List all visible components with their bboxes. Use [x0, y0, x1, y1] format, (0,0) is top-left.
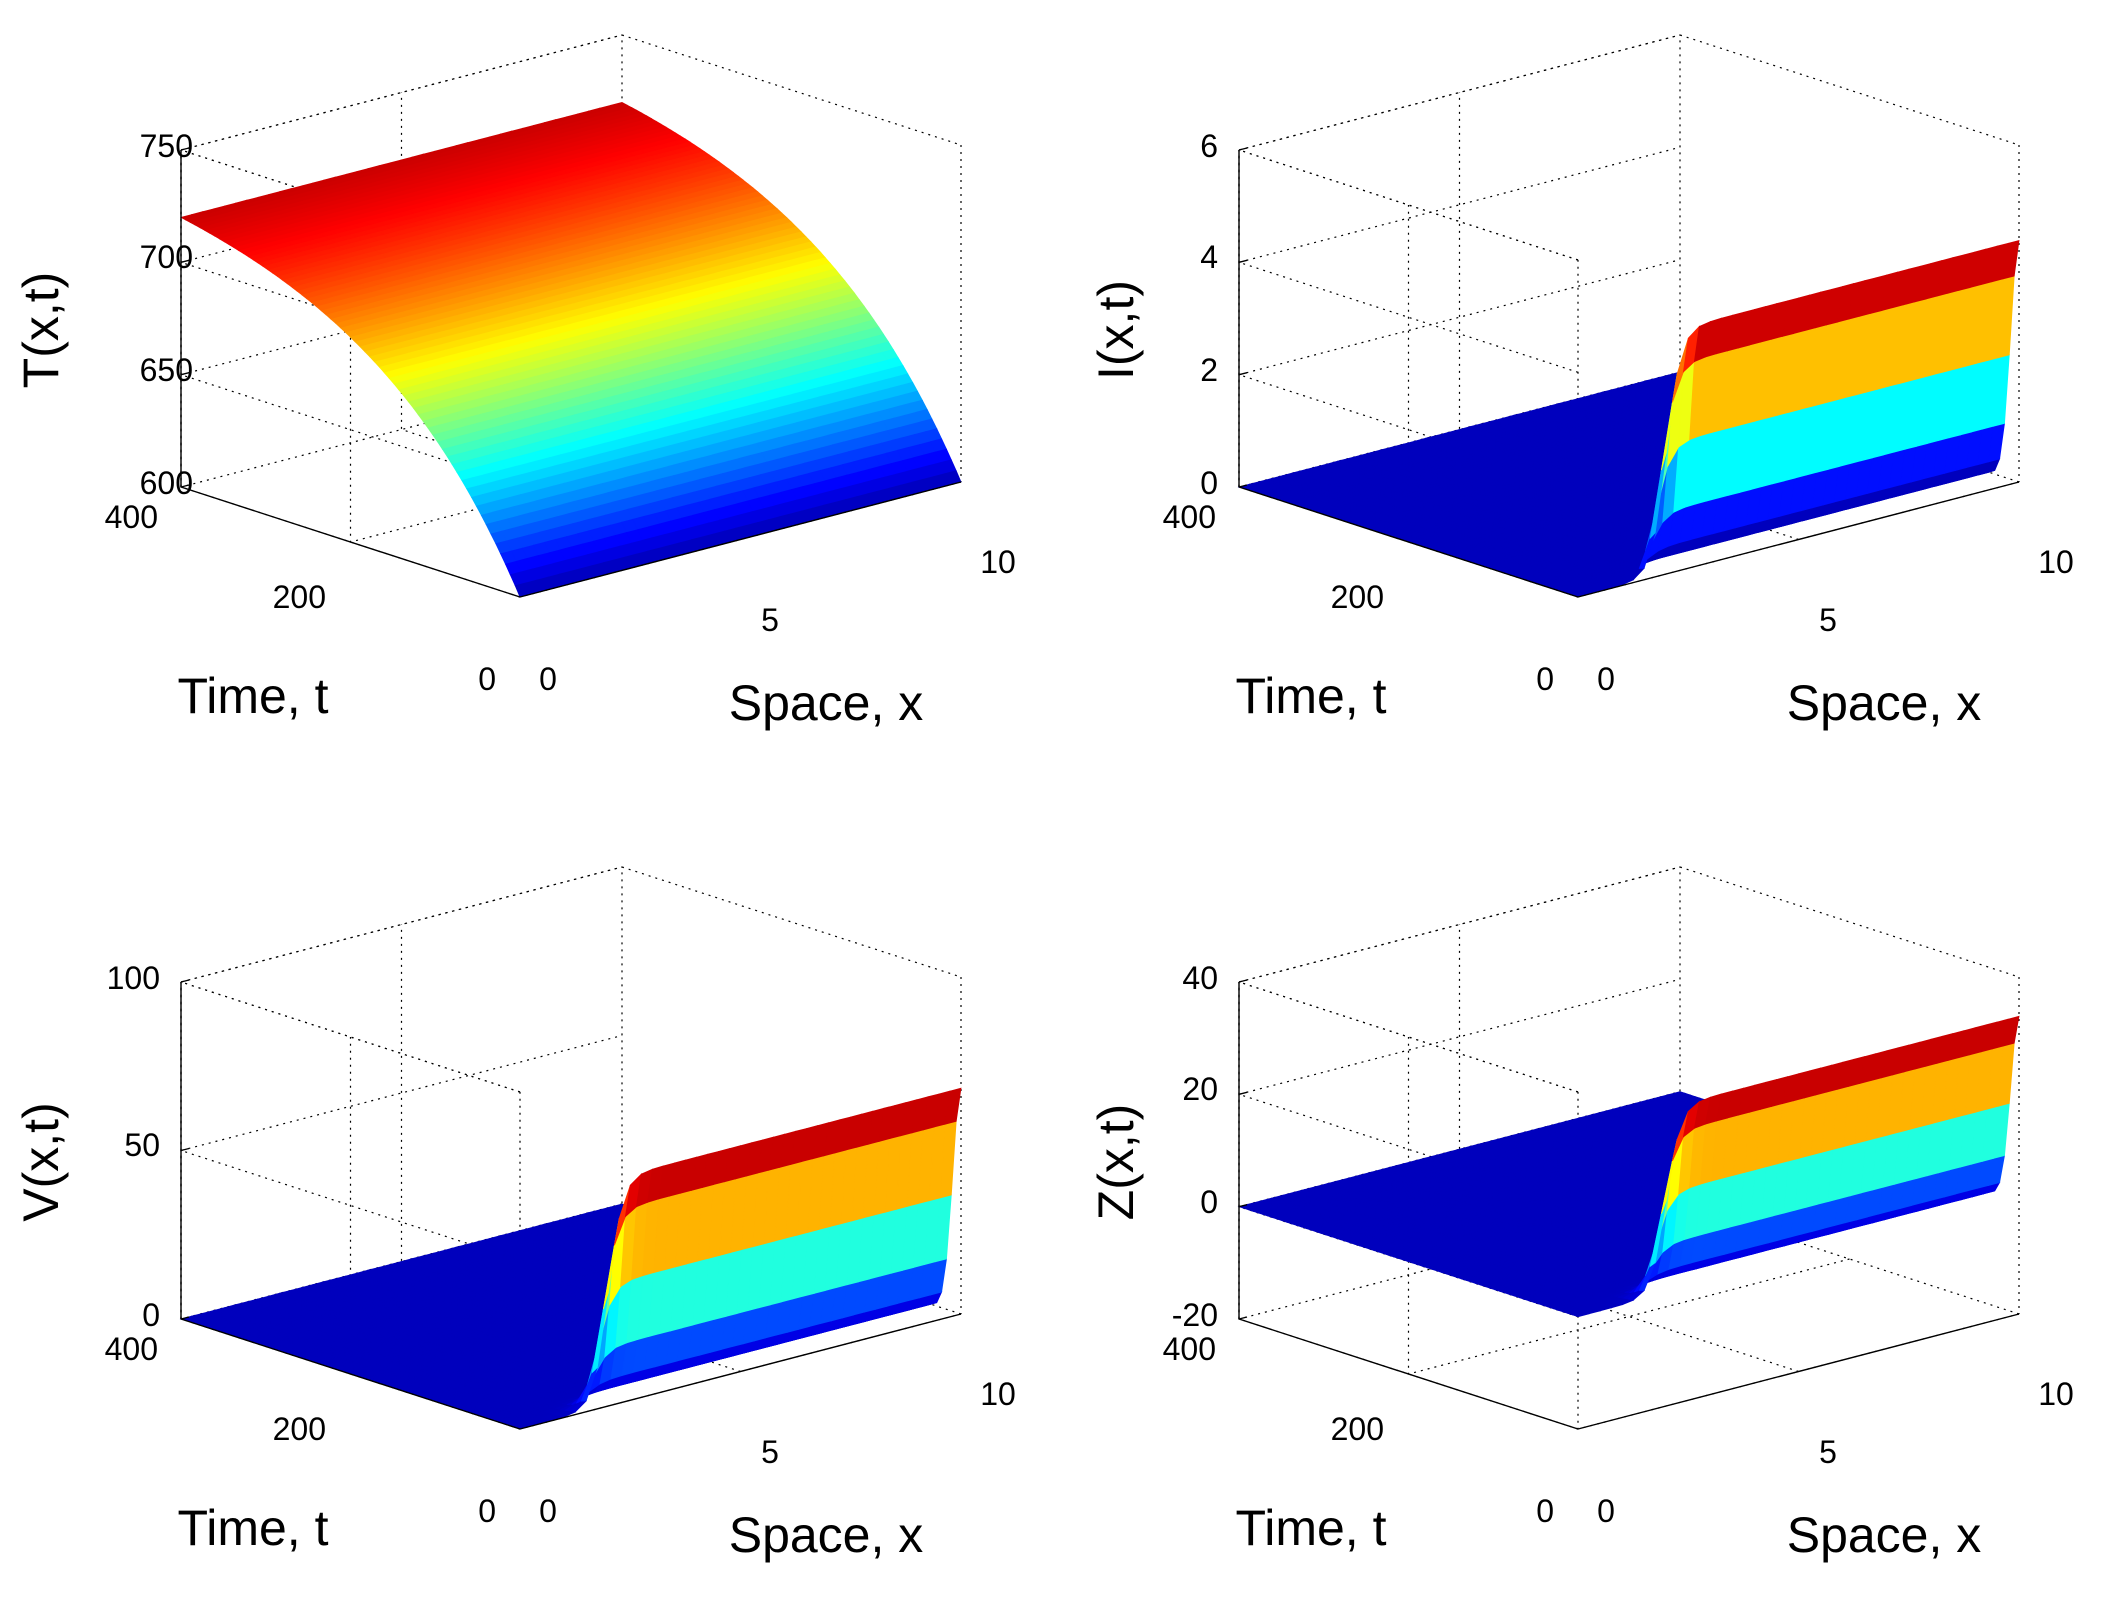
y-tick-label: 0	[478, 661, 496, 697]
surface-T	[179, 101, 962, 598]
z-tick-label: 750	[140, 128, 193, 164]
z-tick-label: 600	[140, 465, 193, 501]
y-tick-label: 400	[105, 499, 158, 535]
y-tick-label: 200	[273, 579, 326, 615]
z-tick-label: 700	[140, 239, 193, 275]
y-axis-label: Time, t	[178, 668, 329, 724]
x-axis-label: Space, x	[729, 675, 924, 731]
x-tick-label: 5	[761, 602, 779, 638]
x-tick-label: 10	[980, 544, 1016, 580]
z-tick-label: 650	[140, 352, 193, 388]
x-tick-label: 0	[539, 661, 557, 697]
frame-line	[180, 34, 623, 151]
panel-T: 600 650 700 750 0 200 400 0 5 10 Time, t…	[13, 34, 1016, 731]
z-axis-label: T(x,t)	[13, 272, 69, 389]
